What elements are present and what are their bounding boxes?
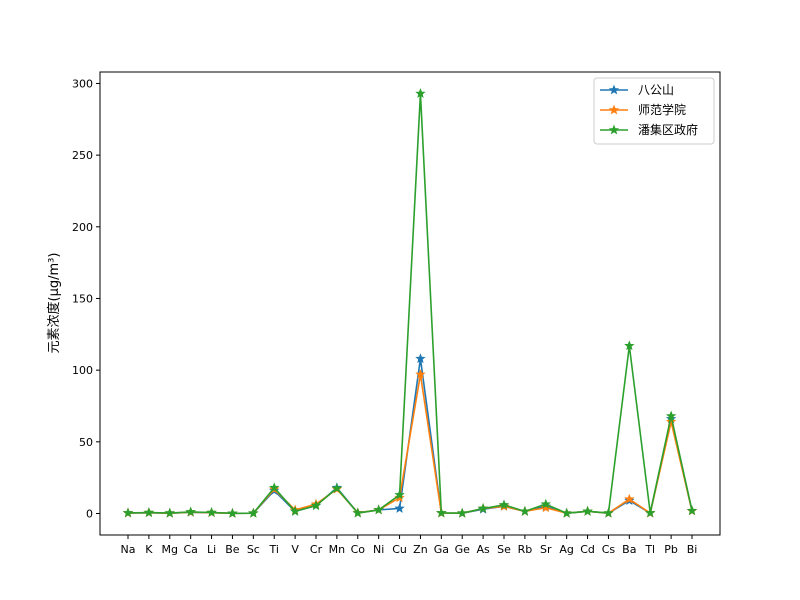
- x-tick-label: Cs: [602, 543, 616, 556]
- x-tick-label: V: [291, 543, 299, 556]
- data-point: [248, 507, 259, 518]
- data-point: [603, 507, 614, 518]
- legend-item: 潘集区政府: [600, 122, 698, 137]
- data-point: [540, 498, 551, 509]
- data-point: [394, 492, 405, 503]
- x-tick-label: Ni: [373, 543, 384, 556]
- data-point: [436, 507, 447, 518]
- legend-item: 师范学院: [600, 102, 686, 117]
- data-point: [269, 482, 280, 493]
- x-tick-label: Ba: [622, 543, 636, 556]
- data-point: [143, 507, 155, 517]
- data-point: [686, 505, 698, 516]
- y-tick-label: 250: [72, 149, 93, 162]
- y-tick-label: 100: [72, 364, 93, 377]
- data-point: [519, 505, 531, 516]
- y-tick-label: 50: [79, 436, 93, 449]
- x-tick-label: Na: [121, 543, 136, 556]
- data-point: [122, 507, 134, 518]
- data-point: [415, 353, 426, 364]
- data-point: [477, 503, 489, 513]
- legend-label: 八公山: [638, 83, 674, 97]
- y-tick-label: 300: [72, 77, 93, 90]
- data-point: [624, 493, 635, 504]
- x-tick-label: Co: [351, 543, 366, 556]
- data-point: [645, 507, 656, 518]
- data-point: [561, 507, 572, 518]
- y-tick-label: 150: [72, 292, 93, 305]
- data-point: [394, 503, 405, 513]
- data-point: [457, 507, 468, 518]
- data-point: [310, 500, 322, 511]
- data-point: [498, 499, 510, 510]
- data-point: [415, 369, 426, 379]
- legend-marker: [608, 104, 620, 115]
- legend-label: 师范学院: [638, 102, 686, 117]
- x-tick-label: K: [145, 543, 153, 556]
- x-tick-label: Ti: [269, 543, 279, 556]
- x-tick-label: Li: [207, 543, 216, 556]
- x-tick-label: Cr: [310, 543, 323, 556]
- data-point: [665, 416, 677, 427]
- x-tick-label: Tl: [644, 543, 655, 556]
- data-point: [373, 504, 384, 515]
- x-tick-label: Ga: [434, 543, 449, 556]
- y-tick-label: 0: [86, 507, 93, 520]
- data-point: [394, 489, 405, 500]
- legend-box: [593, 77, 715, 145]
- legend-label: 潘集区政府: [638, 122, 698, 137]
- x-tick-label: Rb: [518, 543, 533, 556]
- x-tick-label: Bi: [687, 543, 698, 556]
- x-tick-label: Mg: [162, 543, 178, 556]
- data-point: [582, 505, 593, 516]
- x-tick-label: Ag: [559, 543, 574, 556]
- x-tick-label: Zn: [413, 543, 428, 556]
- x-tick-label: Ge: [455, 543, 471, 556]
- y-axis: 0 50 100 150 200 250 300: [72, 77, 100, 520]
- data-point: [164, 507, 175, 518]
- y-axis-label: 元素浓度(μg/m³): [46, 253, 62, 354]
- series-line: [127, 92, 693, 515]
- data-point: [227, 507, 238, 518]
- x-axis: Na K Mg Ca Li Be Sc Ti V Cr Mn Co Ni Cu Zn Ga Ge As Se Rb Sr…: [121, 535, 698, 556]
- x-tick-label: Sr: [540, 543, 552, 556]
- data-point: [206, 507, 217, 517]
- x-tick-label: Pb: [664, 543, 678, 556]
- legend-item: 八公山: [600, 83, 674, 97]
- x-tick-label: Mn: [329, 543, 345, 556]
- x-tick-label: As: [476, 543, 490, 556]
- data-point: [665, 410, 677, 421]
- data-point: [352, 507, 363, 518]
- x-tick-label: Cu: [392, 543, 407, 556]
- y-tick-label: 200: [72, 221, 93, 234]
- legend-marker: [608, 84, 620, 95]
- x-tick-label: Se: [497, 543, 511, 556]
- x-tick-label: Sc: [247, 543, 260, 556]
- data-point: [415, 88, 426, 98]
- data-point: [624, 340, 635, 351]
- data-point: [289, 505, 301, 516]
- data-point: [185, 506, 196, 517]
- series-3: [122, 88, 698, 518]
- x-tick-label: Ca: [183, 543, 197, 556]
- legend-marker: [608, 124, 620, 135]
- x-tick-label: Cd: [580, 543, 595, 556]
- data-point: [331, 482, 343, 493]
- x-tick-label: Be: [225, 543, 240, 556]
- series-layer: [122, 88, 698, 518]
